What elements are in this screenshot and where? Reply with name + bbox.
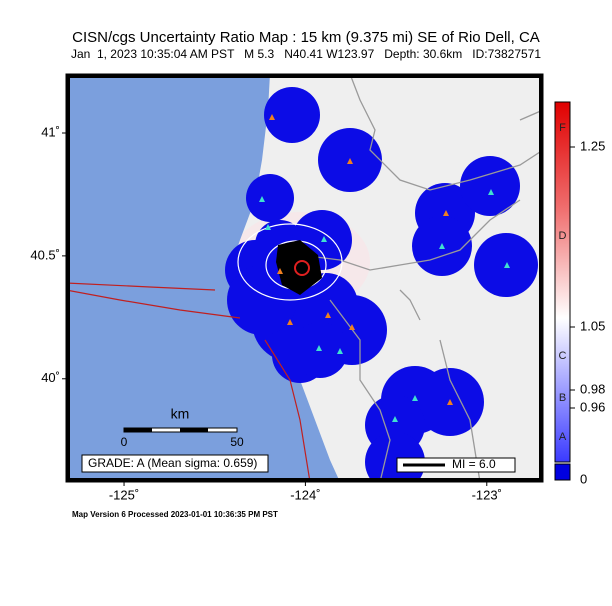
scale-label: 0 [121,435,128,449]
colorbar-tick-label: 0.96 [580,399,605,414]
y-tick-label: 40˚ [41,370,60,385]
roads [299,74,543,482]
scale-unit: km [171,406,190,422]
scale-seg [124,428,152,432]
legend-box [396,457,516,473]
grade-label: B [559,392,566,404]
x-tick-label: -123˚ [472,487,502,502]
rupture [276,240,322,295]
frame-bands [66,74,543,482]
grade-label: C [559,350,567,362]
grade-label: A [559,431,567,443]
map [66,74,543,482]
colorbar-tick-label: 1.25 [580,138,605,153]
y-tick-label: 40.5˚ [30,247,60,262]
grade-label: F [559,122,566,134]
subtitle: Jan 1, 2023 10:35:04 AM PST M 5.3 N40.41… [71,47,541,61]
grade-label: D [559,230,567,242]
colorbar [554,101,571,463]
x-tick-label: -124˚ [290,487,320,502]
scale-label: 50 [230,435,244,449]
footer: Map Version 6 Processed 2023-01-01 10:36… [72,510,278,519]
colorbar-tick-label: 1.05 [580,318,605,333]
colorbar-tick-label: 0.98 [580,381,605,396]
stations-b [259,189,510,422]
colorbar-floor-label: 0 [580,471,587,486]
title: CISN/cgs Uncertainty Ratio Map : 15 km (… [72,29,540,46]
grade-text: GRADE: A (Mean sigma: 0.659) [88,456,257,470]
scale-seg [180,428,208,432]
x-tick-label: -125˚ [109,487,139,502]
ocean [66,74,340,482]
epicenter [294,260,310,276]
stations-a [269,114,453,405]
colorbar-floor [554,463,571,481]
faults [66,282,311,482]
y-tick-label: 41˚ [41,124,60,139]
legend-text: MI = 6.0 [452,457,496,471]
grade-box [81,454,269,473]
